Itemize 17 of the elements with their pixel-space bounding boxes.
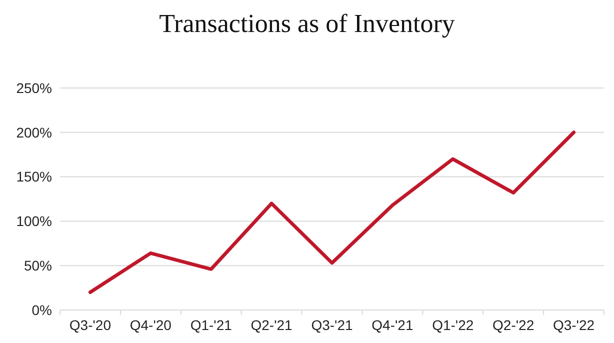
y-tick-label: 100% <box>16 213 52 230</box>
y-tick-label: 200% <box>16 124 52 140</box>
x-tick-label: Q1-'21 <box>190 317 232 333</box>
y-tick-label: 250% <box>16 80 52 96</box>
x-tick-label: Q3-'22 <box>552 317 595 333</box>
x-tick-label: Q4-'20 <box>130 317 172 333</box>
y-tick-label: 150% <box>16 168 52 185</box>
line-series <box>88 130 576 294</box>
x-tick-label: Q4-'21 <box>372 317 414 333</box>
x-tick-label: Q2-'22 <box>492 317 534 333</box>
x-tick-label: Q3-'21 <box>311 317 353 333</box>
y-tick-label: 0% <box>32 302 52 318</box>
x-tick-label: Q3-'20 <box>69 317 112 333</box>
y-tick-label: 50% <box>24 258 52 274</box>
chart-title: Transactions as of Inventory <box>159 9 455 38</box>
x-tick-label: Q2-'21 <box>250 317 293 333</box>
x-tick-label: Q1-'22 <box>432 317 474 333</box>
